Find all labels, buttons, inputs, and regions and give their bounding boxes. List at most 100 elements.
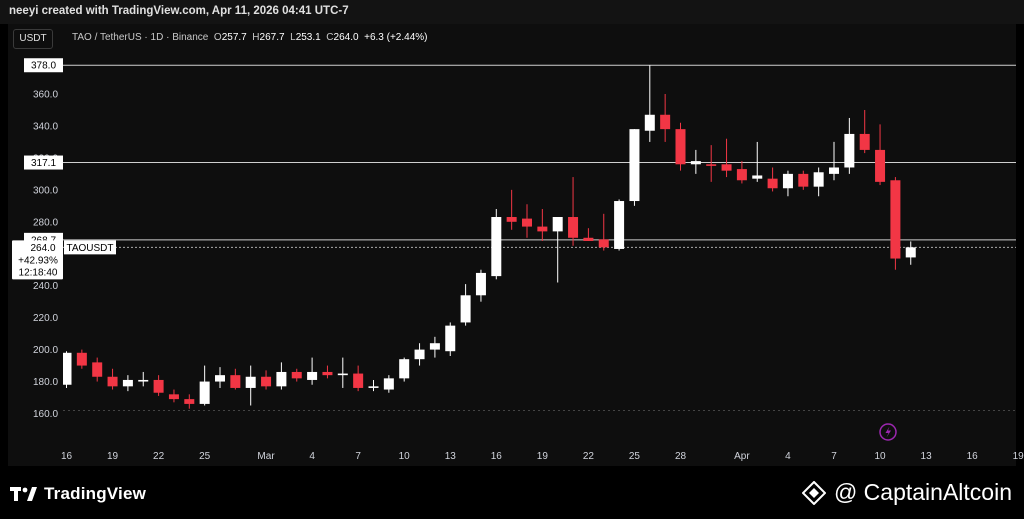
candle-body [690, 161, 701, 165]
x-tick-label: Mar [257, 451, 275, 462]
candle-body [153, 379, 164, 393]
diamond-logo-icon [801, 480, 826, 505]
x-tick-label: 19 [537, 451, 549, 462]
x-tick-label: 4 [785, 451, 791, 462]
x-tick-label: 19 [1013, 451, 1024, 462]
candle-body [353, 373, 364, 388]
legend-close-label: C [326, 32, 334, 43]
legend-high: 267.7 [259, 32, 285, 43]
candle-body [506, 217, 517, 222]
time-axis: 16 19 22 25 Mar 4 7 10 13 16 19 22 25 28 Apr 4 7 10 13 16 19 [61, 451, 1024, 462]
level-label: 378.0 [31, 61, 56, 72]
legend-open-label: O [213, 32, 222, 43]
price-chart[interactable]: 160.0180.0200.0220.0240.0260.0280.0300.0… [0, 0, 1024, 466]
x-tick-label: 25 [629, 451, 641, 462]
candle-body [598, 239, 609, 248]
candle-body [337, 373, 348, 376]
current-price-value: 264.0 [30, 243, 55, 254]
candle-body [782, 173, 793, 189]
current-price-change: +42.93% [18, 255, 58, 266]
x-tick-label: 10 [874, 451, 886, 462]
current-price-countdown: 12:18:40 [19, 267, 58, 278]
legend-open: 257.7 [221, 32, 247, 43]
level-label-bg [24, 58, 63, 73]
candle-body [813, 172, 824, 187]
current-price-badge [12, 240, 63, 280]
y-tick-label: 240.0 [33, 281, 58, 292]
candle-body [460, 295, 471, 323]
y-tick-label: 200.0 [33, 345, 58, 356]
credit-text: neeyi created with TradingView.com, Apr … [9, 5, 349, 17]
x-tick-label: 13 [445, 451, 457, 462]
y-tick-label: 220.0 [33, 313, 58, 324]
x-tick-label: 7 [831, 451, 837, 462]
y-tick-label: 340.0 [33, 121, 58, 132]
candle-body [429, 343, 440, 350]
candle-body [291, 371, 302, 379]
x-tick-label: 16 [61, 451, 73, 462]
candle-body [276, 371, 287, 387]
top-bar: neeyi created with TradingView.com, Apr … [0, 0, 1024, 24]
watermark-text: @ CaptainAltcoin [833, 479, 1012, 505]
candle-body [522, 218, 532, 227]
candle-body [475, 272, 486, 296]
candle-body [767, 178, 778, 189]
x-tick-label: 16 [967, 451, 979, 462]
symbol-button[interactable]: USDT [13, 29, 53, 49]
candles-layer [63, 65, 916, 409]
candle-body [184, 399, 195, 404]
candle-body [829, 167, 839, 174]
tradingview-brand: TradingView [44, 484, 147, 503]
x-tick-label: 13 [921, 451, 933, 462]
legend-change: +6.3 (+2.44%) [364, 32, 428, 43]
x-tick-label: 19 [107, 451, 119, 462]
candle-body [905, 247, 916, 258]
x-tick-label: 22 [153, 451, 165, 462]
candle-body [752, 175, 763, 179]
candle-body [307, 371, 318, 380]
legend-symbol: TAO / TetherUS · 1D · Binance [72, 32, 209, 43]
candle-body [629, 129, 640, 202]
x-tick-label: 22 [583, 451, 595, 462]
symbol-tag: TAOUSDT [66, 243, 113, 254]
y-tick-label: 160.0 [33, 409, 58, 420]
horizontal-lines-layer [24, 64, 1016, 248]
legend-low: 253.1 [295, 32, 321, 43]
x-tick-label: Apr [734, 451, 750, 462]
y-tick-label: 300.0 [33, 185, 58, 196]
x-tick-label: 28 [675, 451, 687, 462]
candle-body [890, 180, 901, 259]
candle-body [552, 217, 563, 232]
captainaltcoin-watermark: @ CaptainAltcoin [801, 479, 1012, 506]
price-badges: 378.0317.1268.7264.0+42.93%12:18:40TAOUS… [12, 58, 116, 280]
candle-body [583, 237, 594, 241]
candle-body [368, 386, 379, 388]
tradingview-logo: TradingView [10, 484, 146, 504]
candle-body [568, 217, 579, 238]
candle-body [537, 226, 548, 232]
candle-body [261, 376, 272, 387]
candle-body [660, 114, 671, 130]
x-tick-label: 25 [199, 451, 211, 462]
candle-body [215, 375, 225, 382]
candle-body [414, 349, 425, 360]
lightning-icon[interactable] [879, 423, 897, 441]
candle-body [736, 169, 747, 181]
level-label: 317.1 [31, 158, 56, 169]
footer [0, 466, 1024, 519]
candle-body [644, 114, 655, 131]
tradingview-mark-icon [10, 487, 37, 501]
legend-close: 264.0 [333, 32, 359, 43]
candle-body [63, 352, 72, 385]
candle-body [399, 359, 410, 379]
x-tick-label: 7 [355, 451, 361, 462]
ohlc-legend: TAO / TetherUS · 1D · Binance O257.7 H26… [72, 32, 427, 43]
symbol-tag-bg [64, 240, 116, 255]
candle-body [614, 201, 625, 249]
x-tick-label: 4 [309, 451, 315, 462]
y-tick-label: 180.0 [33, 377, 58, 388]
chart-frame [8, 24, 1016, 466]
candle-body [138, 379, 149, 382]
candle-body [322, 371, 333, 376]
candle-body [675, 129, 686, 165]
